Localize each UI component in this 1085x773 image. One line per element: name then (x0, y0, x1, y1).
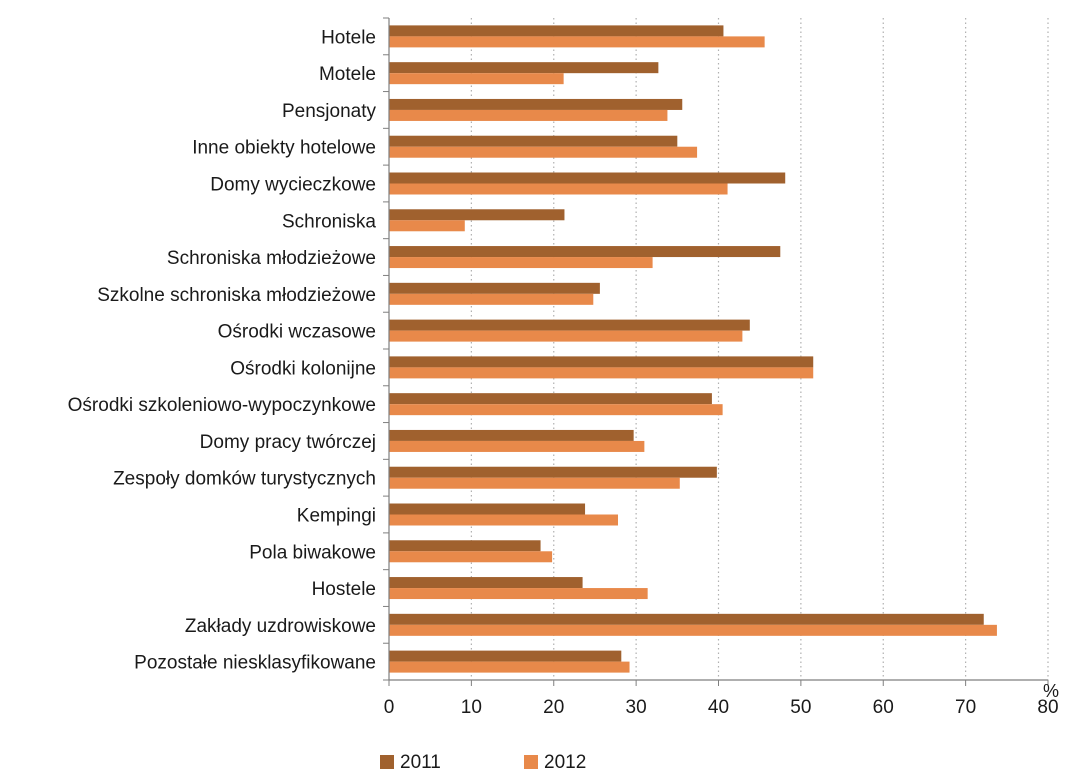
axes (383, 17, 1049, 686)
legend-swatch-2012 (524, 755, 538, 769)
x-tick-label: 70 (955, 697, 976, 718)
x-unit-label: % (1043, 681, 1059, 701)
bar-2012 (389, 624, 997, 636)
bar-2011 (389, 209, 565, 221)
bar-2011 (389, 98, 683, 110)
tick-labels: 0 10 20 30 40 50 60 70 80 (384, 697, 1059, 718)
bar-2012 (389, 73, 564, 85)
bar-2011 (389, 135, 678, 147)
category-label: Zespoły domków turystycznych (113, 469, 376, 490)
bar-2012 (389, 330, 743, 342)
bar-2011 (389, 172, 786, 184)
bar-2012 (389, 440, 645, 452)
bar-2011 (389, 466, 717, 478)
bar-2012 (389, 257, 653, 269)
category-label: Szkolne schroniska młodzieżowe (97, 285, 376, 306)
x-tick-label: 30 (626, 697, 647, 718)
bar-2011 (389, 282, 600, 294)
bar-2012 (389, 183, 728, 195)
category-label: Ośrodki wczasowe (218, 322, 376, 343)
category-label: Hostele (312, 579, 376, 600)
bar-2012 (389, 477, 680, 489)
category-label: Zakłady uzdrowiskowe (185, 616, 376, 637)
legend-swatch-2011 (380, 755, 394, 769)
bar-2011 (389, 246, 781, 258)
category-labels: Hotele Motele Pensjonaty Inne obiekty hotel… (68, 27, 377, 673)
bar-2012 (389, 220, 465, 232)
category-label: Schroniska (282, 211, 376, 232)
bar-2012 (389, 109, 668, 121)
bar-2011 (389, 356, 814, 368)
bar-2011 (389, 429, 634, 441)
category-label: Pozostałe niesklasyfikowane (134, 653, 376, 674)
legend: 2011 2012 (380, 752, 586, 773)
bar-2011 (389, 503, 586, 515)
bar-2012 (389, 293, 594, 305)
bar-2012 (389, 36, 765, 48)
legend-label-2011: 2011 (400, 752, 441, 773)
x-tick-label: 50 (790, 697, 811, 718)
category-label: Kempingi (297, 506, 376, 527)
bar-2011 (389, 577, 583, 589)
bar-2012 (389, 367, 814, 379)
x-tick-label: 20 (543, 697, 564, 718)
bar-2011 (389, 25, 724, 37)
category-label: Domy pracy twórczej (200, 432, 376, 453)
bar-2011 (389, 650, 622, 662)
bar-2012 (389, 588, 648, 600)
bar-2011 (389, 540, 541, 552)
bars (389, 25, 997, 673)
legend-label-2012: 2012 (544, 752, 586, 773)
category-label: Pensjonaty (282, 101, 377, 122)
category-label: Ośrodki kolonijne (230, 358, 376, 379)
bar-2012 (389, 551, 553, 563)
bar-2012 (389, 146, 698, 158)
bar-2012 (389, 404, 723, 416)
category-label: Hotele (321, 27, 376, 48)
x-tick-label: 10 (461, 697, 482, 718)
bar-2012 (389, 661, 630, 673)
x-tick-label: 80 (1037, 697, 1058, 718)
category-label: Pola biwakowe (249, 542, 376, 563)
category-label: Schroniska młodzieżowe (167, 248, 376, 269)
bar-2012 (389, 514, 619, 526)
category-label: Ośrodki szkoleniowo-wypoczynkowe (68, 395, 376, 416)
x-tick-label: 60 (873, 697, 894, 718)
bar-2011 (389, 613, 984, 625)
bar-2011 (389, 319, 750, 331)
bar-2011 (389, 393, 712, 405)
category-label: Inne obiekty hotelowe (192, 138, 376, 159)
category-label: Domy wycieczkowe (210, 175, 376, 196)
bar-2011 (389, 62, 659, 74)
x-tick-label: 0 (384, 697, 395, 718)
category-label: Motele (319, 64, 376, 85)
x-tick-label: 40 (708, 697, 729, 718)
